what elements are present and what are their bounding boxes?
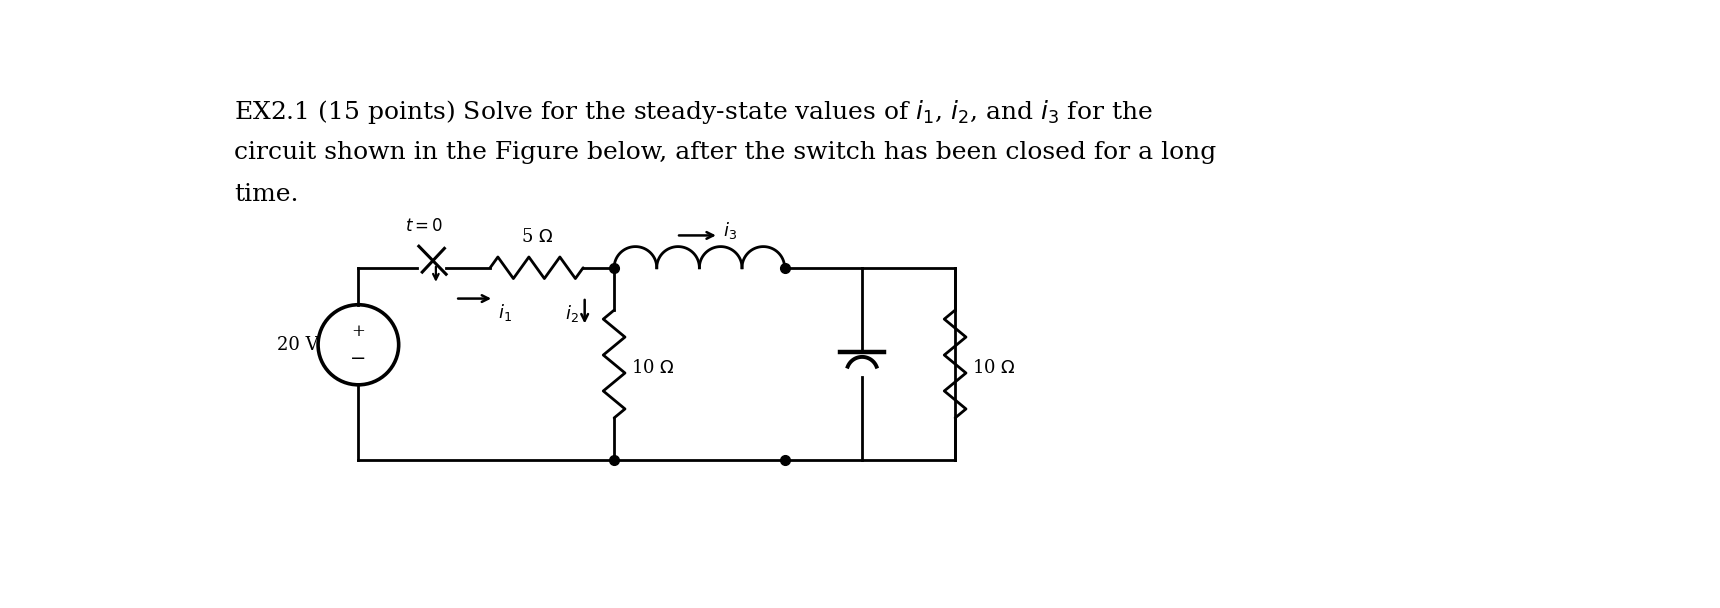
Text: $i_1$: $i_1$ [497,302,513,323]
Text: $t=0$: $t=0$ [406,218,444,235]
Text: 5 $\Omega$: 5 $\Omega$ [521,228,552,246]
Text: $i_3$: $i_3$ [722,220,736,241]
Text: $i_2$: $i_2$ [564,303,578,325]
Text: 20 V: 20 V [277,336,318,354]
Text: −: − [351,350,366,368]
Text: time.: time. [234,183,299,206]
Text: +: + [351,323,365,340]
Text: 10 $\Omega$: 10 $\Omega$ [631,359,674,377]
Text: EX2.1 (15 points) Solve for the steady-state values of $i_1$, $i_2$, and $i_3$ f: EX2.1 (15 points) Solve for the steady-s… [234,98,1152,126]
Text: circuit shown in the Figure below, after the switch has been closed for a long: circuit shown in the Figure below, after… [234,140,1216,164]
Text: 10 $\Omega$: 10 $\Omega$ [972,359,1017,377]
